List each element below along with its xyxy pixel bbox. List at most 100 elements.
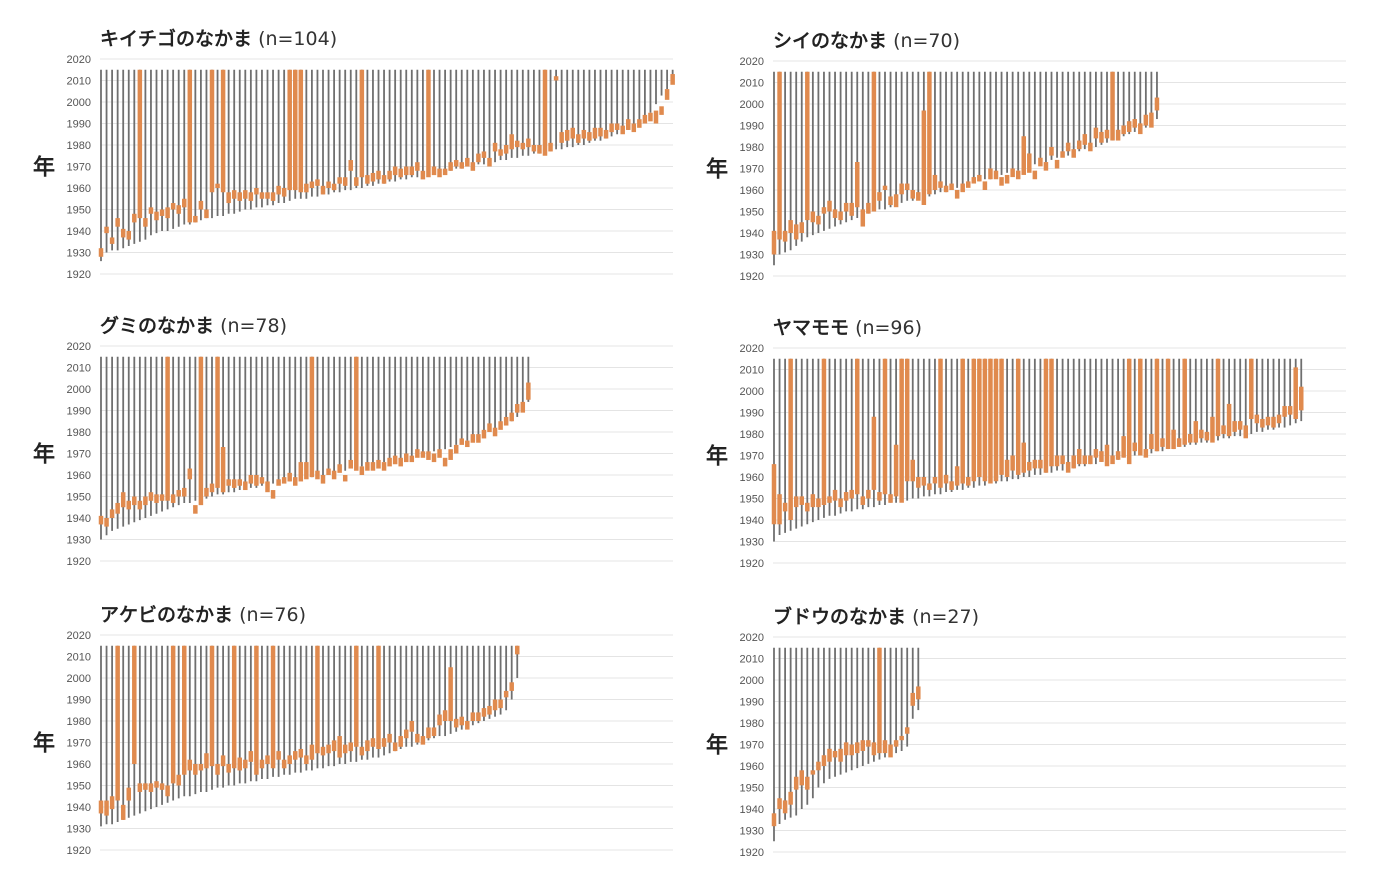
y-tick-label: 1990 [740,408,764,420]
y-tick-label: 1920 [67,269,91,281]
y-tick-label: 1960 [67,470,91,482]
y-tick-label: 1970 [740,451,764,463]
chart-panel-gumi: グミのなかま (n=78) 1920 1930 1940 1950 1960 1970 19… [0,287,680,577]
y-tick-label: 1940 [67,226,91,238]
y-tick-label: 2020 [67,54,91,66]
y-tick-label: 1920 [740,558,764,570]
chart-title-name: ヤマモモ [773,317,850,339]
chart-title: ヤマモモ (n=96) [773,313,922,340]
y-tick-label: 2020 [740,632,764,644]
chart-title-count: (n=104) [258,28,338,50]
chart-title-name: キイチゴのなかま [100,28,253,50]
chart-title: グミのなかま (n=78) [100,311,287,338]
y-tick-label: 1980 [67,140,91,152]
y-tick-label: 1940 [740,228,764,240]
chart-title-count: (n=96) [855,317,923,339]
y-tick-label: 2010 [740,78,764,90]
y-tick-label: 1960 [740,472,764,484]
y-tick-label: 2010 [67,652,91,664]
y-tick-label: 1950 [740,207,764,219]
chart-title: シイのなかま (n=70) [773,26,960,53]
y-axis-label: 年 [33,155,55,181]
y-tick-label: 2000 [740,99,764,111]
y-tick-label: 1970 [67,449,91,461]
y-tick-label: 1990 [740,121,764,133]
y-tick-label: 1990 [67,406,91,418]
chart-title-name: グミのなかま [100,315,215,337]
y-tick-label: 2000 [67,673,91,685]
y-tick-label: 2000 [740,675,764,687]
y-tick-label: 1970 [67,738,91,750]
y-tick-label: 1960 [740,185,764,197]
range-chart: 1920 1930 1940 1950 1960 1970 1980 1990 2000 2010… [33,341,673,568]
y-tick-label: 1940 [740,515,764,527]
chart-panel-kiichigo: キイチゴのなかま (n=104) 1920 1930 1940 1950 1960 197… [0,0,680,290]
chart-title: ブドウのなかま (n=27) [773,602,979,629]
chart-title-name: ブドウのなかま [773,606,907,628]
y-tick-label: 1980 [740,718,764,730]
y-tick-label: 1980 [740,429,764,441]
y-tick-label: 1920 [67,556,91,568]
chart-panel-shii: シイのなかま (n=70) 1920 1930 1940 1950 1960 1970 19… [673,2,1353,292]
y-tick-label: 1980 [740,142,764,154]
chart-title-name: シイのなかま [773,30,888,52]
y-axis-label: 年 [706,733,728,759]
y-tick-label: 1990 [67,695,91,707]
y-tick-label: 1940 [740,804,764,816]
y-tick-label: 1950 [67,781,91,793]
y-tick-label: 1950 [740,494,764,506]
y-tick-label: 1930 [740,537,764,549]
range-chart: 1920 1930 1940 1950 1960 1970 1980 1990 2000 2010… [33,630,673,857]
y-tick-label: 1980 [67,716,91,728]
y-tick-label: 2000 [67,97,91,109]
chart-title-count: (n=78) [220,315,288,337]
y-tick-label: 2020 [67,630,91,642]
y-tick-label: 1990 [740,697,764,709]
y-tick-label: 1950 [67,205,91,217]
y-tick-label: 1970 [740,740,764,752]
y-tick-label: 2020 [67,341,91,353]
y-tick-label: 1920 [740,847,764,859]
y-tick-label: 1930 [740,826,764,838]
range-chart: 1920 1930 1940 1950 1960 1970 1980 1990 2000 2010… [706,56,1346,283]
chart-title-count: (n=70) [893,30,961,52]
y-tick-label: 1960 [67,759,91,771]
y-tick-label: 2010 [67,363,91,375]
y-tick-label: 2020 [740,343,764,355]
y-tick-label: 1960 [740,761,764,773]
y-axis-label: 年 [33,731,55,757]
chart-title: キイチゴのなかま (n=104) [100,24,337,51]
y-tick-label: 1930 [67,824,91,836]
chart-panel-yamamomo: ヤマモモ (n=96) 1920 1930 1940 1950 1960 1970 1980… [673,289,1353,579]
chart-panel-akebi: アケビのなかま (n=76) 1920 1930 1940 1950 1960 1970 1… [0,576,680,866]
chart-panel-budou: ブドウのなかま (n=27) 1920 1930 1940 1950 1960 1970 1… [673,578,1353,868]
y-tick-label: 1970 [740,164,764,176]
y-tick-label: 1920 [740,271,764,283]
y-tick-label: 1950 [740,783,764,795]
y-tick-label: 2020 [740,56,764,68]
y-tick-label: 1980 [67,427,91,439]
range-chart: 1920 1930 1940 1950 1960 1970 1980 1990 2000 2010… [706,343,1346,570]
y-tick-label: 1990 [67,119,91,131]
y-tick-label: 1930 [67,248,91,260]
chart-title-count: (n=76) [239,604,307,626]
range-chart: 1920 1930 1940 1950 1960 1970 1980 1990 2000 2010… [706,632,1346,859]
chart-title-name: アケビのなかま [100,604,234,626]
range-chart: 1920 1930 1940 1950 1960 1970 1980 1990 2000 2010… [33,54,675,281]
y-tick-label: 2010 [67,76,91,88]
y-axis-label: 年 [706,444,728,470]
y-tick-label: 1940 [67,802,91,814]
y-axis-label: 年 [706,157,728,183]
y-tick-label: 1920 [67,845,91,857]
y-tick-label: 2000 [67,384,91,396]
y-tick-label: 1950 [67,492,91,504]
y-tick-label: 2010 [740,654,764,666]
y-tick-label: 2010 [740,365,764,377]
y-axis-label: 年 [33,442,55,468]
y-tick-label: 1960 [67,183,91,195]
y-tick-label: 1930 [67,535,91,547]
chart-title-count: (n=27) [912,606,980,628]
chart-title: アケビのなかま (n=76) [100,600,306,627]
y-tick-label: 1930 [740,250,764,262]
y-tick-label: 1970 [67,162,91,174]
